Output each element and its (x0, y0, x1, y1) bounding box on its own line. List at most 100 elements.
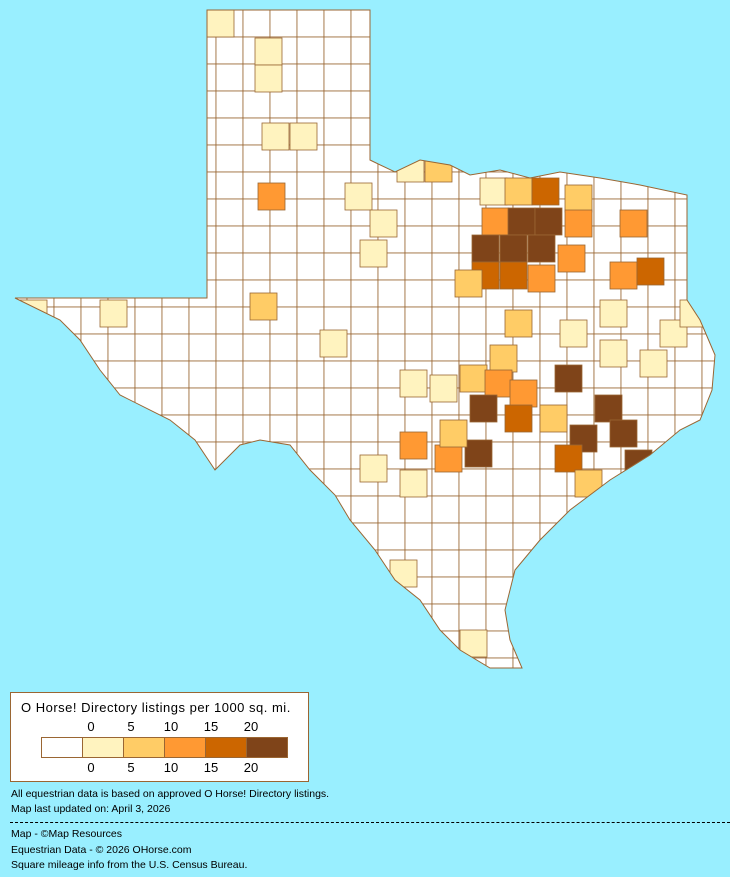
county (350, 414, 379, 443)
county (134, 522, 163, 551)
county (539, 144, 568, 173)
county (249, 292, 278, 321)
county (15, 198, 28, 227)
county (458, 63, 487, 92)
legend-title: O Horse! Directory listings per 1000 sq.… (21, 700, 291, 715)
county (242, 495, 271, 524)
county (54, 685, 81, 690)
county (566, 279, 595, 308)
county (269, 468, 298, 497)
county (458, 603, 487, 632)
county (620, 522, 649, 551)
county (431, 90, 460, 119)
county (297, 685, 324, 690)
county (527, 264, 556, 293)
county (134, 63, 163, 92)
county (26, 225, 55, 254)
county (161, 63, 190, 92)
county (242, 441, 271, 470)
county (296, 63, 325, 92)
county (242, 225, 271, 254)
legend-tick: 5 (127, 719, 135, 734)
county (161, 657, 190, 668)
county (559, 319, 588, 348)
county (53, 279, 82, 308)
county (296, 333, 325, 362)
county (26, 63, 55, 92)
county (26, 252, 55, 281)
legend-swatch (165, 738, 206, 757)
county (215, 468, 244, 497)
county (404, 630, 433, 659)
county (188, 63, 217, 92)
county (161, 306, 190, 335)
county (674, 360, 703, 389)
county (377, 63, 406, 92)
county (269, 333, 298, 362)
county (107, 387, 136, 416)
county (161, 333, 190, 362)
county (566, 144, 595, 173)
county (359, 454, 388, 483)
county (26, 414, 55, 443)
county (26, 522, 55, 551)
county (107, 36, 136, 65)
map-legend: O Horse! Directory listings per 1000 sq.… (10, 692, 309, 782)
county (377, 522, 406, 551)
county (377, 603, 406, 632)
county (80, 468, 109, 497)
county (484, 369, 513, 398)
county (19, 299, 48, 328)
county (26, 657, 55, 668)
county (26, 360, 55, 389)
county (647, 468, 676, 497)
county (512, 10, 541, 38)
county (161, 468, 190, 497)
county (512, 117, 541, 146)
county (701, 576, 715, 605)
divider (10, 822, 730, 823)
county (539, 404, 568, 433)
legend-tick: 20 (243, 719, 259, 734)
county (26, 333, 55, 362)
county (296, 279, 325, 308)
county (701, 198, 715, 227)
county (674, 252, 703, 281)
county (431, 63, 460, 92)
county (53, 171, 82, 200)
county (80, 495, 109, 524)
legend-tick: 15 (203, 719, 219, 734)
county (512, 630, 541, 659)
county (80, 144, 109, 173)
county (647, 603, 676, 632)
county (161, 414, 190, 443)
county (296, 468, 325, 497)
county (389, 559, 418, 588)
county (485, 603, 514, 632)
county (99, 299, 128, 328)
county (485, 468, 514, 497)
county (647, 549, 676, 578)
county (566, 63, 595, 92)
county (107, 225, 136, 254)
county (647, 225, 676, 254)
county (350, 117, 379, 146)
county (485, 549, 514, 578)
county (507, 207, 536, 236)
county (108, 685, 135, 690)
county (15, 657, 28, 668)
county (53, 549, 82, 578)
county (242, 630, 271, 659)
county (53, 198, 82, 227)
county (80, 36, 109, 65)
county (15, 603, 28, 632)
county (593, 657, 622, 668)
county (512, 90, 541, 119)
county (647, 144, 676, 173)
county (53, 468, 82, 497)
county (701, 468, 715, 497)
county (701, 144, 715, 173)
county (674, 36, 703, 65)
county (215, 657, 244, 668)
county (296, 576, 325, 605)
